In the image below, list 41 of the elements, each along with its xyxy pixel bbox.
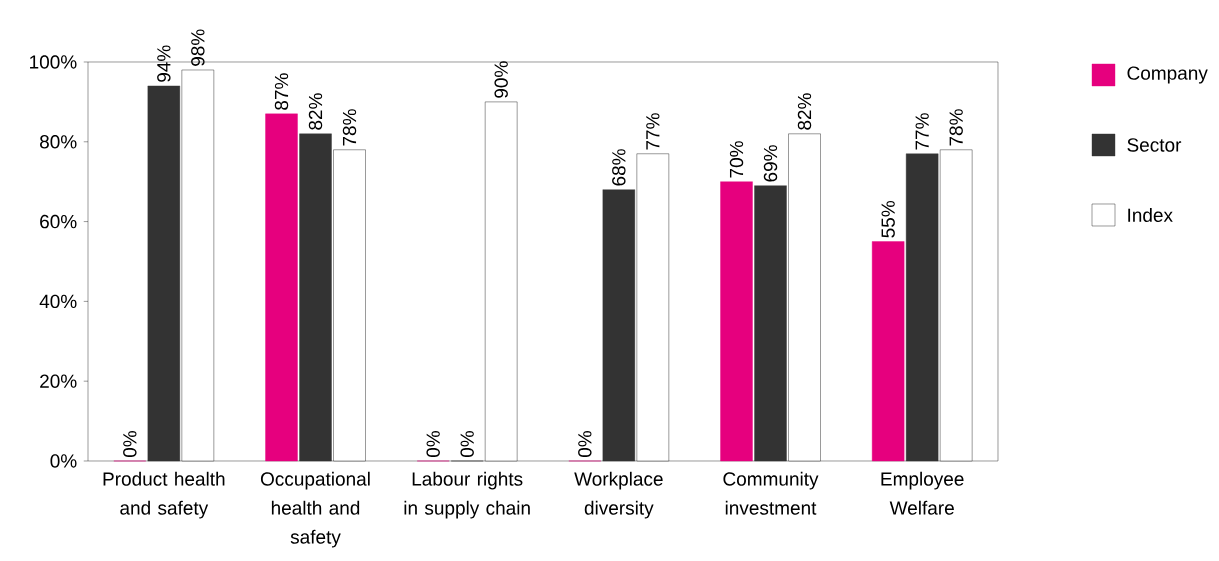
bar xyxy=(720,181,753,462)
bar xyxy=(299,133,332,462)
data-label: 90% xyxy=(494,61,508,98)
bar xyxy=(754,185,787,462)
data-label: 70% xyxy=(729,141,744,178)
y-tick-label: 40% xyxy=(39,294,77,309)
data-label: 82% xyxy=(797,93,812,130)
bar xyxy=(602,189,636,462)
data-label: 77% xyxy=(646,113,660,150)
x-tick-label: Employee Welfare xyxy=(881,471,964,515)
x-tick-label: Labour rights in supply chain xyxy=(404,471,530,519)
x-tick-label: Workplace diversity xyxy=(574,471,663,519)
bar xyxy=(265,113,298,462)
y-tick-label: 20% xyxy=(40,374,77,388)
data-label: 0% xyxy=(426,431,440,458)
y-tick-label: 60% xyxy=(40,214,77,229)
data-label: 69% xyxy=(763,145,778,182)
data-label: 98% xyxy=(191,29,205,66)
data-label: 78% xyxy=(342,109,357,146)
bar xyxy=(871,241,905,462)
data-label: 0% xyxy=(578,431,592,458)
y-tick-label: 80% xyxy=(40,135,77,149)
data-label: 55% xyxy=(881,200,895,238)
data-label: 78% xyxy=(949,109,963,146)
data-label: 77% xyxy=(915,113,929,150)
data-label: 87% xyxy=(274,73,289,110)
bar xyxy=(905,153,939,462)
data-label: 94% xyxy=(157,45,171,82)
x-tick-label: Product health and safety xyxy=(103,471,225,519)
x-tick-label: Community investment xyxy=(723,471,819,515)
y-tick-label: 0% xyxy=(50,454,77,468)
data-label: 82% xyxy=(308,93,323,130)
bar xyxy=(147,85,181,462)
legend-label: Company xyxy=(1127,66,1208,84)
legend-label: Index xyxy=(1128,208,1173,222)
y-tick-label: 100% xyxy=(30,55,77,69)
data-label: 68% xyxy=(612,149,626,186)
data-label: 0% xyxy=(460,431,474,458)
x-tick-label: Occupational health and safety xyxy=(260,471,370,548)
legend-label: Sector xyxy=(1127,138,1182,152)
data-label: 0% xyxy=(123,431,137,458)
